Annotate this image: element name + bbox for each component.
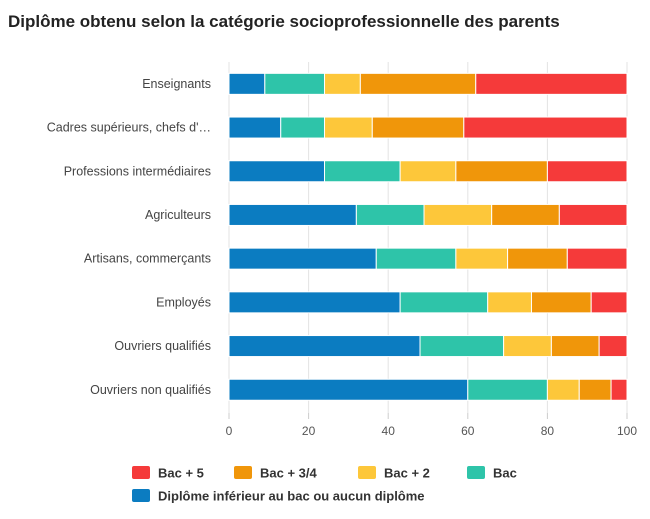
category-label: Ouvriers qualifiés (114, 339, 211, 353)
bar-segment[interactable] (324, 116, 373, 139)
category-label: Enseignants (142, 77, 211, 91)
bar-segment[interactable] (530, 291, 592, 314)
bar-segment[interactable] (228, 378, 469, 401)
bar-segment[interactable] (228, 203, 357, 226)
bar-segment[interactable] (324, 160, 401, 183)
bar-segment[interactable] (463, 116, 628, 139)
bar-segment[interactable] (455, 247, 509, 270)
bar-segment[interactable] (491, 203, 560, 226)
bar-segment[interactable] (419, 335, 505, 358)
bar-segment[interactable] (423, 203, 493, 226)
bar-segment[interactable] (324, 72, 361, 95)
bars (228, 72, 628, 401)
bar-segment[interactable] (375, 247, 457, 270)
bar-segment[interactable] (228, 116, 282, 139)
x-axis: 0 20 40 60 80 100 (226, 413, 637, 438)
category-label: Cadres supérieurs, chefs d'… (47, 121, 211, 135)
x-tick-label: 100 (617, 424, 637, 438)
bar-segment[interactable] (455, 160, 548, 183)
x-tick-label: 40 (382, 424, 396, 438)
category-label: Professions intermédiaires (64, 164, 211, 178)
bar-segment[interactable] (355, 203, 425, 226)
legend-item[interactable]: Bac (493, 466, 517, 481)
category-label: Agriculteurs (145, 208, 211, 222)
x-tick-label: 60 (461, 424, 475, 438)
bar-segment[interactable] (546, 160, 628, 183)
legend-item[interactable]: Bac + 3/4 (260, 466, 318, 481)
category-label: Employés (156, 295, 211, 309)
bar-segment[interactable] (280, 116, 326, 139)
bar-segment[interactable] (503, 335, 552, 358)
bar-segment[interactable] (590, 291, 628, 314)
bar-segment[interactable] (228, 335, 421, 358)
x-tick-label: 0 (226, 424, 233, 438)
bar-segment[interactable] (566, 247, 628, 270)
x-tick-label: 20 (302, 424, 316, 438)
bar-segment[interactable] (371, 116, 465, 139)
bar-segment[interactable] (507, 247, 568, 270)
legend-item[interactable]: Diplôme inférieur au bac ou aucun diplôm… (158, 489, 425, 504)
bar-segment[interactable] (228, 72, 266, 95)
legend-item[interactable]: Bac + 2 (384, 466, 430, 481)
x-tick-label: 80 (541, 424, 555, 438)
bar-segment[interactable] (546, 378, 580, 401)
bar-segment[interactable] (228, 291, 401, 314)
bar-segment[interactable] (399, 160, 457, 183)
legend-swatch (234, 466, 252, 479)
bar-segment[interactable] (610, 378, 628, 401)
legend-swatch (132, 466, 150, 479)
bar-segment[interactable] (558, 203, 628, 226)
legend-swatch (467, 466, 485, 479)
legend-swatch (132, 489, 150, 502)
bar-segment[interactable] (550, 335, 600, 358)
chart-title: Diplôme obtenu selon la catégorie sociop… (8, 12, 560, 31)
legend-item[interactable]: Bac + 5 (158, 466, 204, 481)
category-label: Ouvriers non qualifiés (90, 383, 211, 397)
bar-segment[interactable] (467, 378, 548, 401)
grid-lines (228, 62, 628, 413)
category-labels: Enseignants Cadres supérieurs, chefs d'… P… (47, 77, 211, 397)
bar-segment[interactable] (228, 160, 326, 183)
bar-segment[interactable] (359, 72, 477, 95)
bar-segment[interactable] (578, 378, 612, 401)
bar-segment[interactable] (264, 72, 326, 95)
bar-segment[interactable] (399, 291, 489, 314)
bar-segment[interactable] (487, 291, 532, 314)
bar-segment[interactable] (475, 72, 628, 95)
legend-swatch (358, 466, 376, 479)
legend: Bac + 5 Bac + 3/4 Bac + 2 Bac Diplôme inféri… (132, 466, 517, 504)
category-label: Artisans, commerçants (84, 252, 211, 266)
bar-segment[interactable] (598, 335, 628, 358)
bar-segment[interactable] (228, 247, 377, 270)
